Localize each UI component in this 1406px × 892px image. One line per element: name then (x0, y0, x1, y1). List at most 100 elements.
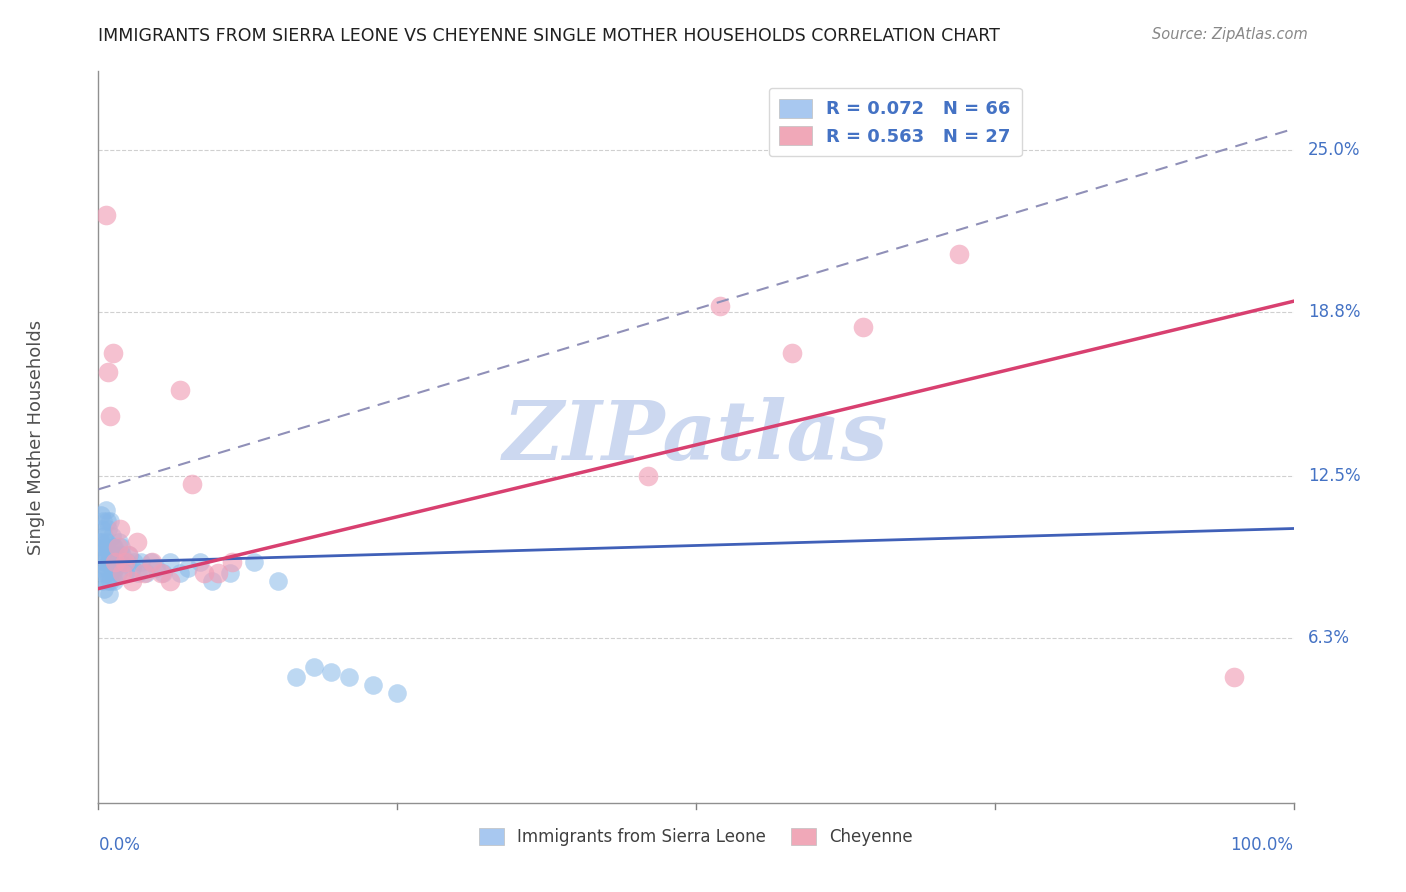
Point (107, 566, 129, 580)
Point (98, 514, 122, 528)
Point (98, 548, 122, 562)
Text: 25.0%: 25.0% (1308, 141, 1361, 159)
Point (90, 560, 112, 574)
Point (339, 670, 361, 684)
Point (169, 566, 191, 580)
Point (107, 534, 129, 549)
Point (124, 556, 146, 570)
Point (91, 548, 114, 562)
Point (221, 556, 243, 570)
Point (177, 560, 200, 574)
Point (132, 566, 155, 580)
Point (169, 383, 191, 397)
Point (108, 556, 131, 570)
Point (131, 556, 153, 570)
Point (117, 548, 139, 562)
Point (91, 540, 114, 554)
Point (284, 670, 307, 684)
Point (127, 566, 149, 580)
Point (201, 574, 224, 588)
Point (152, 566, 174, 580)
Point (104, 556, 127, 570)
Point (101, 540, 124, 554)
Point (141, 556, 163, 570)
Point (637, 469, 659, 483)
Point (94, 503, 117, 517)
Point (91, 514, 114, 528)
Text: 12.5%: 12.5% (1308, 467, 1361, 485)
Point (103, 574, 125, 588)
Point (107, 540, 129, 554)
Legend: Immigrants from Sierra Leone, Cheyenne: Immigrants from Sierra Leone, Cheyenne (472, 822, 920, 853)
Point (93, 556, 115, 570)
Point (94, 208, 117, 222)
Point (159, 556, 181, 570)
Point (219, 566, 242, 580)
Point (852, 320, 875, 334)
Text: ZIPatlas: ZIPatlas (503, 397, 889, 477)
Point (98, 574, 122, 588)
Point (267, 574, 290, 588)
Point (97, 365, 120, 379)
Point (94, 566, 117, 580)
Point (89, 534, 111, 549)
Point (139, 556, 162, 570)
Point (114, 556, 136, 570)
Point (207, 566, 229, 580)
Point (111, 566, 134, 580)
Point (94, 540, 117, 554)
Point (98, 409, 122, 424)
Point (709, 300, 731, 314)
Point (111, 548, 134, 562)
Point (90, 508, 112, 523)
Text: 0.0%: 0.0% (98, 836, 141, 854)
Point (188, 556, 211, 570)
Point (145, 560, 167, 574)
Point (101, 566, 124, 580)
Point (121, 574, 143, 588)
Point (118, 548, 141, 562)
Point (180, 477, 202, 491)
Point (135, 566, 157, 580)
Point (96, 560, 118, 574)
Text: 6.3%: 6.3% (1308, 629, 1350, 648)
Point (96, 514, 118, 528)
Point (114, 566, 136, 580)
Point (97, 574, 120, 588)
Point (89, 548, 111, 562)
Point (363, 678, 385, 692)
Point (110, 540, 132, 554)
Text: Source: ZipAtlas.com: Source: ZipAtlas.com (1152, 27, 1308, 42)
Point (93, 529, 115, 543)
Point (125, 534, 148, 549)
Point (101, 346, 124, 360)
Point (96, 534, 118, 549)
Point (105, 548, 128, 562)
Text: 100.0%: 100.0% (1230, 836, 1294, 854)
Point (948, 247, 970, 261)
Point (93, 582, 115, 596)
Point (115, 556, 138, 570)
Text: IMMIGRANTS FROM SIERRA LEONE VS CHEYENNE SINGLE MOTHER HOUSEHOLDS CORRELATION CH: IMMIGRANTS FROM SIERRA LEONE VS CHEYENNE… (98, 27, 1000, 45)
Point (243, 556, 266, 570)
Point (100, 560, 122, 574)
Point (302, 660, 325, 674)
Point (91, 574, 114, 588)
Point (97, 521, 120, 535)
Point (97, 548, 120, 562)
Point (100, 529, 122, 543)
Point (193, 566, 215, 580)
Point (121, 560, 143, 574)
Point (91, 521, 114, 535)
Point (149, 566, 172, 580)
Point (108, 521, 131, 535)
Point (104, 560, 127, 574)
Point (91, 566, 114, 580)
Point (90, 534, 112, 549)
Point (98, 587, 121, 601)
Point (321, 665, 343, 680)
Text: Single Mother Households: Single Mother Households (27, 319, 45, 555)
Point (1223, 670, 1246, 684)
Point (385, 686, 409, 700)
Point (98, 556, 121, 570)
